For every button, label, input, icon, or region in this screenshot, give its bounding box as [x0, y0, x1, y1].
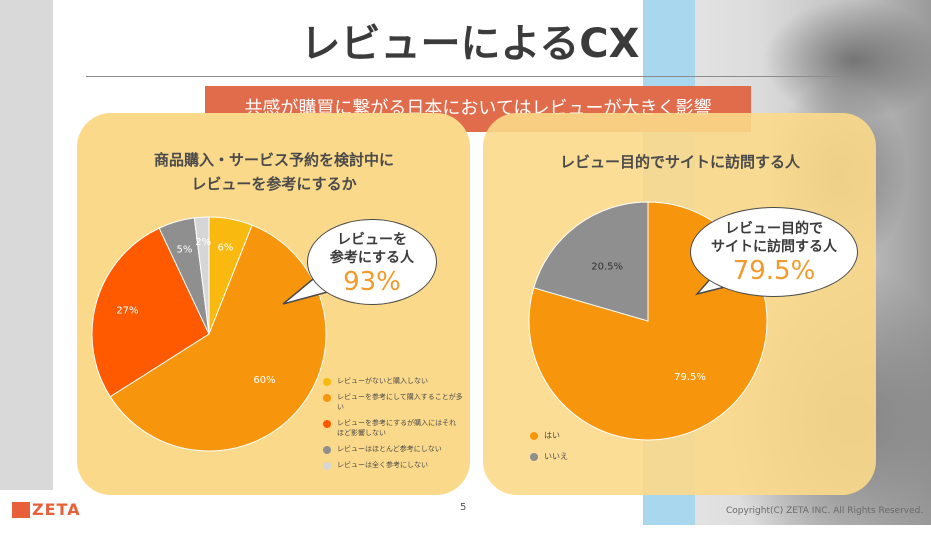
copyright-text: Copyright(C) ZETA INC. All Rights Reserv… — [726, 506, 924, 516]
pie-slice — [533, 201, 649, 322]
left-panel-title: 商品購入・サービス予約を検討中に レビューを参考にするか — [88, 148, 460, 196]
legend-label: レビューはほとんど参考にしない — [337, 445, 442, 453]
legend-item: レビューを参考にするが購入にはそれほど影響しない — [323, 418, 463, 438]
right-panel-title: レビュー目的でサイトに訪問する人 — [559, 153, 800, 171]
zeta-logo: ZETA — [12, 500, 81, 519]
legend-item: いいえ — [530, 451, 568, 462]
zeta-logo-text: ZETA — [32, 500, 81, 519]
legend-swatch — [530, 452, 538, 461]
legend-label: レビューを参考にするが購入にはそれほど影響しない — [337, 419, 457, 437]
zeta-logo-mark — [12, 501, 30, 518]
left-bubble-line2: 参考にする人 — [329, 250, 415, 266]
legend-label: はい — [544, 431, 560, 440]
left-bubble-line1: レビューを — [337, 232, 407, 248]
right-legend: はい いいえ — [530, 430, 568, 472]
legend-item: レビューがないと購入しない — [323, 376, 463, 386]
left-callout-bubble: レビューを 参考にする人 93% — [307, 219, 437, 305]
right-bubble-line2: サイトに訪問する人 — [711, 239, 837, 255]
legend-item: レビューは全く参考にしない — [323, 460, 463, 470]
legend-swatch — [323, 378, 331, 386]
legend-label: いいえ — [544, 452, 568, 461]
right-callout-bubble: レビュー目的で サイトに訪問する人 79.5% — [690, 207, 858, 297]
legend-swatch — [530, 431, 538, 440]
legend-item: はい — [530, 430, 568, 441]
pie-slice-label: 27% — [116, 305, 138, 316]
legend-label: レビューは全く参考にしない — [337, 461, 428, 469]
pie-slice-label: 20.5% — [591, 262, 623, 273]
pie-slice-label: 79.5% — [674, 372, 706, 383]
left-legend: レビューがないと購入しない レビューを参考にして購入することが多い レビューを参… — [323, 376, 463, 476]
pie-slice-label: 60% — [253, 375, 275, 386]
legend-label: レビューがないと購入しない — [337, 377, 428, 385]
pie-slice — [91, 227, 210, 398]
pie-slice — [193, 216, 210, 335]
pie-slice — [109, 224, 327, 452]
slide-title: レビューによるCX — [300, 21, 640, 67]
legend-swatch — [323, 420, 331, 428]
legend-swatch — [323, 394, 331, 402]
right-bubble-line1: レビュー目的で — [725, 221, 823, 237]
left-panel-title-line2: レビューを参考にするか — [191, 175, 357, 193]
pie-slice-label: 5% — [177, 244, 193, 255]
page-number: 5 — [460, 502, 467, 513]
legend-label: レビューを参考にして購入することが多い — [337, 393, 463, 411]
legend-item: レビューを参考にして購入することが多い — [323, 392, 463, 412]
legend-swatch — [323, 446, 331, 454]
title-divider — [86, 76, 846, 77]
legend-item: レビューはほとんど参考にしない — [323, 444, 463, 454]
left-accent-band — [0, 0, 53, 490]
left-panel-title-line1: 商品購入・サービス予約を検討中に — [153, 151, 394, 169]
left-bubble-value: 93% — [343, 267, 401, 297]
pie-slice-label: 6% — [218, 243, 234, 254]
legend-swatch — [323, 462, 331, 470]
right-bubble-value: 79.5% — [732, 256, 816, 286]
pie-slice-label: 2% — [195, 237, 211, 248]
